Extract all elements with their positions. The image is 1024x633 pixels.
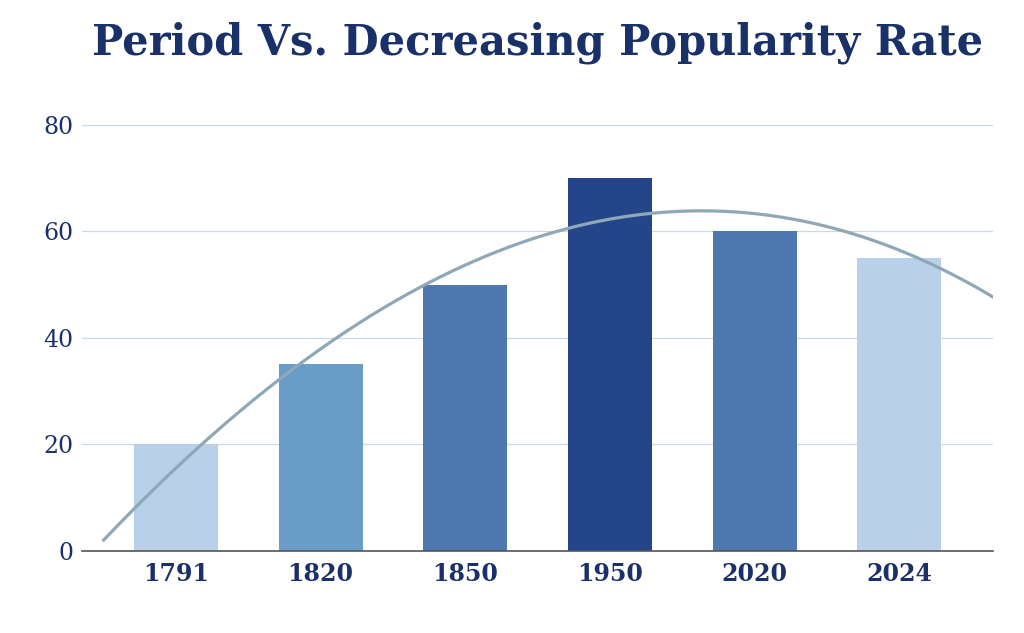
Bar [713,231,797,551]
Bar [423,285,507,551]
Bar [857,258,941,551]
Bar [279,365,362,551]
Bar [568,178,652,551]
Title: Period Vs. Decreasing Popularity Rate: Period Vs. Decreasing Popularity Rate [92,22,983,64]
Bar [134,444,218,551]
